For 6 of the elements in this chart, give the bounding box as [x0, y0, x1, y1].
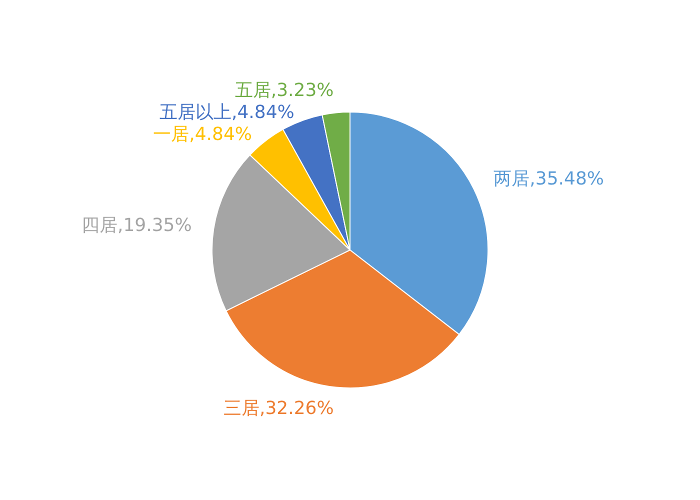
slice-label: 两居,35.48%: [494, 168, 604, 190]
slice-label: 五居,3.23%: [234, 80, 334, 101]
slice-label: 一居,4.84%: [153, 124, 252, 145]
slice-label: 三居,32.26%: [223, 398, 334, 420]
slice-label: 四居,19.35%: [81, 214, 192, 236]
slice-label: 五居以上,4.84%: [159, 102, 294, 123]
